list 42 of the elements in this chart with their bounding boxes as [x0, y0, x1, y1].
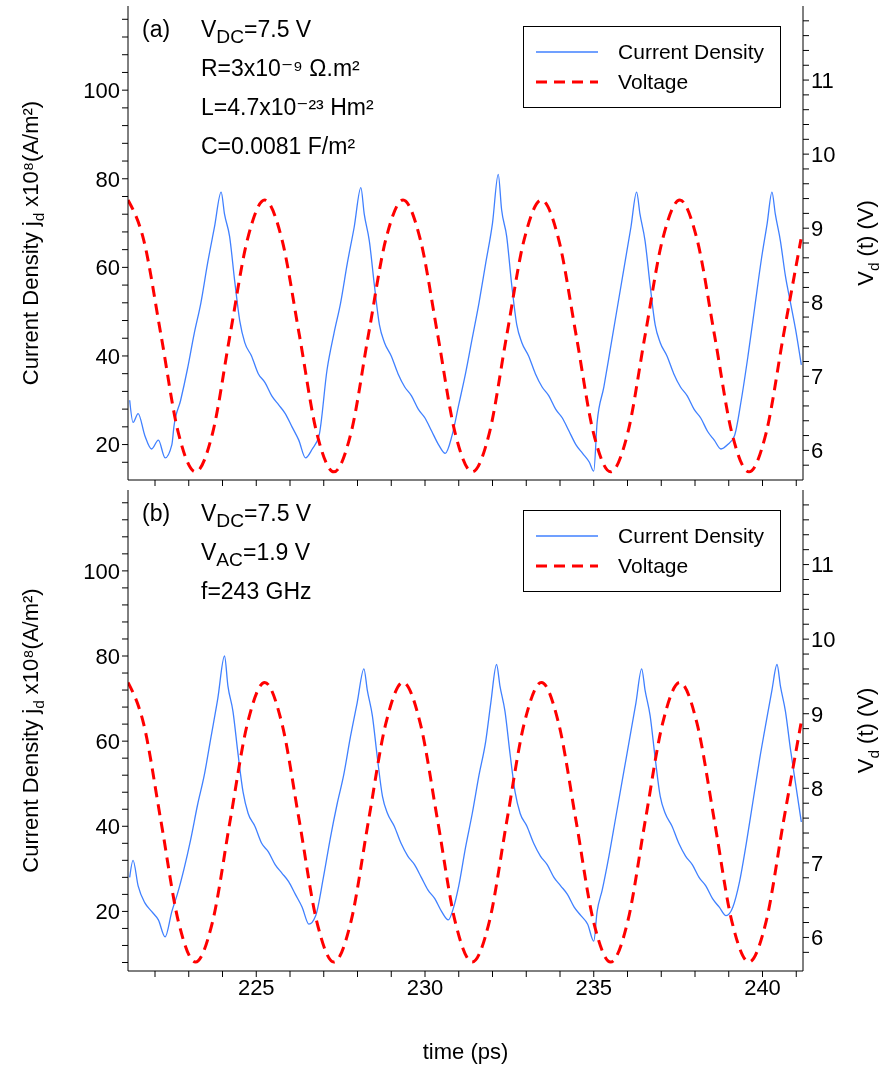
- y-tick-label: 80: [95, 643, 120, 669]
- legend-label: Current Density: [618, 40, 764, 64]
- y2-tick-label: 11: [811, 67, 834, 93]
- y2-tick-label: 9: [811, 216, 824, 241]
- annotation: R=3x10⁻⁹ Ω.m²: [201, 55, 360, 82]
- line-series: [128, 680, 803, 964]
- legend-label: Voltage: [618, 554, 689, 578]
- annotation: V$_{AC}$=1.9 V: [201, 539, 311, 571]
- y-tick-label: 40: [95, 343, 120, 369]
- legend-label: Voltage: [618, 70, 689, 94]
- y-tick-label: 80: [95, 166, 120, 192]
- y-tick-label: 20: [95, 432, 120, 458]
- x-tick-label: 240: [744, 974, 781, 1000]
- x-tick-label: 230: [406, 974, 444, 1000]
- annotation: C=0.0081 F/m²: [201, 133, 356, 160]
- y2-tick-label: 11: [811, 552, 834, 578]
- y2-tick-label: 9: [811, 701, 824, 727]
- x-axis-title: time (ps): [422, 1039, 509, 1064]
- y2-tick-label: 7: [811, 364, 824, 390]
- annotation: (b): [142, 500, 171, 527]
- y2-tick-label: 7: [811, 850, 824, 876]
- annotation: V$_{DC}$=7.5 V: [201, 16, 312, 48]
- y-tick-label: 60: [95, 728, 120, 754]
- line-series: [129, 655, 802, 942]
- y2-tick-label: 6: [811, 925, 824, 951]
- annotation: f=243 GHz: [201, 578, 312, 605]
- y2-tick-label: 8: [811, 290, 824, 316]
- y-tick-label: 100: [83, 77, 120, 103]
- y2-tick-label: 10: [811, 141, 836, 167]
- legend-label: Current Density: [618, 524, 764, 548]
- y-tick-label: 20: [95, 899, 120, 925]
- x-tick-label: 235: [575, 974, 613, 1000]
- y-tick-label: 40: [95, 814, 120, 840]
- y-tick-label: 100: [83, 558, 120, 584]
- annotation: L=4.7x10⁻²³ Hm²: [201, 94, 374, 121]
- x-tick-label: 225: [237, 974, 275, 1000]
- annotation: V$_{DC}$=7.5 V: [201, 500, 312, 532]
- y2-tick-label: 6: [811, 438, 824, 464]
- y2-tick-label: 8: [811, 776, 824, 802]
- y2-tick-label: 10: [811, 626, 836, 652]
- y-tick-label: 60: [95, 255, 120, 281]
- annotation: (a): [142, 16, 171, 43]
